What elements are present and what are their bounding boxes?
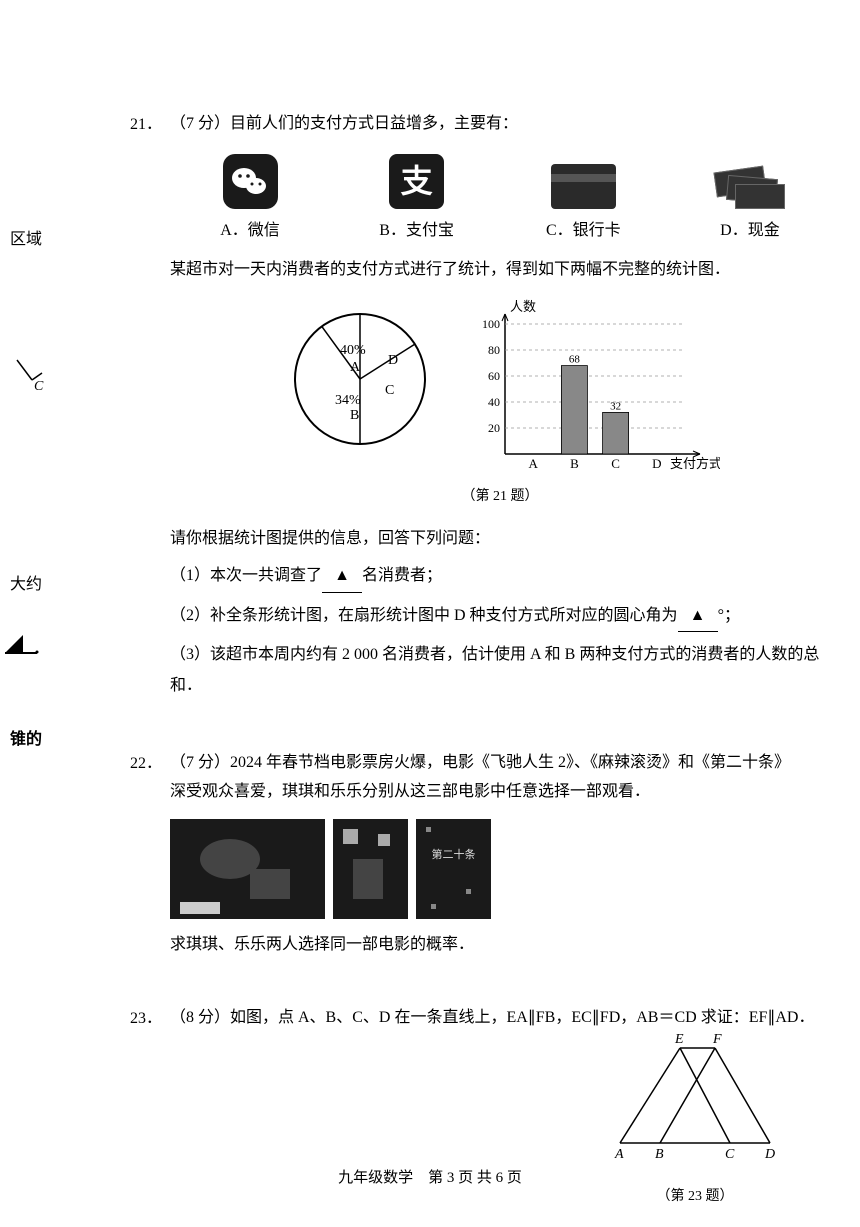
question-23: 23． （8 分）如图，点 A、B、C、D 在一条直线上，EA∥FB，EC∥FD… xyxy=(130,1004,830,1183)
movie-posters: 第二十条 xyxy=(170,819,830,919)
q23-figure: E F A B C D （第 23 题） xyxy=(610,1033,780,1173)
alipay-icon: 支 xyxy=(389,154,444,209)
movie-poster-2 xyxy=(333,819,408,919)
q21-number: 21． xyxy=(130,110,170,134)
svg-text:20: 20 xyxy=(488,421,500,435)
svg-text:C: C xyxy=(34,379,44,394)
poster3-text: 第二十条 xyxy=(416,849,491,862)
payment-a-letter: A． xyxy=(220,222,248,239)
label-C: C xyxy=(725,1147,735,1162)
svg-text:A: A xyxy=(350,360,361,375)
movie-poster-3: 第二十条 xyxy=(416,819,491,919)
svg-text:人数: 人数 xyxy=(510,299,536,314)
bar-chart: 人数 20 40 60 80 100 A 68 B 32 C D 支付方式 xyxy=(470,299,720,479)
q21-sub2-b: °； xyxy=(718,607,740,624)
payment-alipay: 支 B．支付宝 xyxy=(357,154,477,246)
label-E: E xyxy=(674,1033,684,1047)
q23-text: （8 分）如图，点 A、B、C、D 在一条直线上，EA∥FB，EC∥FD，AB＝… xyxy=(170,1004,830,1033)
svg-text:A: A xyxy=(529,456,539,471)
margin-triangle-icon xyxy=(5,635,40,655)
q21-sub2-a: （2）补全条形统计图，在扇形统计图中 D 种支付方式所对应的圆心角为 xyxy=(170,607,678,624)
svg-text:80: 80 xyxy=(488,343,500,357)
label-D: D xyxy=(764,1147,775,1162)
cash-icon xyxy=(715,169,785,209)
svg-text:D: D xyxy=(652,456,661,471)
q22-line1: （7 分）2024 年春节档电影票房火爆，电影《飞驰人生 2》、《麻辣滚烫》和《… xyxy=(170,749,830,778)
svg-text:40%: 40% xyxy=(340,343,366,358)
svg-text:60: 60 xyxy=(488,369,500,383)
card-icon xyxy=(551,164,616,209)
payment-d-name: 现金 xyxy=(748,222,780,239)
svg-text:40: 40 xyxy=(488,395,500,409)
label-B: B xyxy=(655,1147,664,1162)
payment-d-letter: D． xyxy=(720,222,748,239)
svg-text:C: C xyxy=(385,383,394,398)
svg-text:C: C xyxy=(611,456,620,471)
payment-wechat: A．微信 xyxy=(190,154,310,246)
margin-arrow-c-icon: C xyxy=(12,355,52,395)
payment-c-letter: C． xyxy=(546,222,573,239)
payment-options: A．微信 支 B．支付宝 C．银行卡 D．现金 xyxy=(190,154,810,246)
q21-intro3: 请你根据统计图提供的信息，回答下列问题： xyxy=(170,525,830,554)
q22-ask: 求琪琪、乐乐两人选择同一部电影的概率． xyxy=(170,931,830,960)
payment-b-letter: B． xyxy=(379,222,406,239)
payment-b-name: 支付宝 xyxy=(406,222,454,239)
label-A: A xyxy=(614,1147,624,1162)
svg-text:D: D xyxy=(388,353,398,368)
svg-text:100: 100 xyxy=(482,317,500,331)
q21-stem: （7 分）目前人们的支付方式日益增多，主要有： xyxy=(170,110,830,139)
q21-sub3: （3）该超市本周内约有 2 000 名消费者，估计使用 A 和 B 两种支付方式… xyxy=(170,640,830,701)
page-footer: 九年级数学 第 3 页 共 6 页 xyxy=(0,1166,860,1187)
payment-cash: D．现金 xyxy=(690,169,810,246)
label-F: F xyxy=(712,1033,722,1047)
svg-text:支付方式: 支付方式 xyxy=(670,456,720,471)
q22-line2: 深受观众喜爱，琪琪和乐乐分别从这三部电影中任意选择一部观看． xyxy=(170,778,830,807)
charts: 40%ADC34%B 人数20406080100A68B32CD支付方式 xyxy=(170,299,830,479)
q21-sub1-b: 名消费者； xyxy=(362,567,442,584)
blank: ▲ xyxy=(678,601,718,632)
q21-sub2: （2）补全条形统计图，在扇形统计图中 D 种支付方式所对应的圆心角为▲°； xyxy=(170,601,830,632)
q21-caption: （第 21 题） xyxy=(170,484,830,509)
wechat-icon xyxy=(223,154,278,209)
question-22: 22． （7 分）2024 年春节档电影票房火爆，电影《飞驰人生 2》、《麻辣滚… xyxy=(130,749,830,959)
q23-number: 23． xyxy=(130,1004,170,1028)
q23-caption: （第 23 题） xyxy=(610,1184,780,1209)
blank: ▲ xyxy=(322,561,362,592)
svg-text:34%: 34% xyxy=(335,393,361,408)
svg-text:B: B xyxy=(350,408,359,423)
svg-text:32: 32 xyxy=(610,401,621,413)
margin-note-approx: 大约 xyxy=(10,570,42,594)
q21-sub1-a: （1）本次一共调查了 xyxy=(170,567,322,584)
pie-chart: 40% A DC 34%B xyxy=(280,299,440,459)
payment-card: C．银行卡 xyxy=(523,164,643,246)
q21-intro2: 某超市对一天内消费者的支付方式进行了统计，得到如下两幅不完整的统计图． xyxy=(170,256,830,285)
margin-note-region: 区域 xyxy=(10,225,42,249)
payment-a-name: 微信 xyxy=(248,222,280,239)
payment-c-name: 银行卡 xyxy=(573,222,621,239)
q21-sub1: （1）本次一共调查了▲名消费者； xyxy=(170,561,830,592)
margin-note-cone: 锥的 xyxy=(10,725,42,749)
svg-text:68: 68 xyxy=(569,354,581,366)
q22-number: 22． xyxy=(130,749,170,773)
svg-text:B: B xyxy=(570,456,579,471)
movie-poster-1 xyxy=(170,819,325,919)
question-21: 21． （7 分）目前人们的支付方式日益增多，主要有： xyxy=(130,110,830,709)
